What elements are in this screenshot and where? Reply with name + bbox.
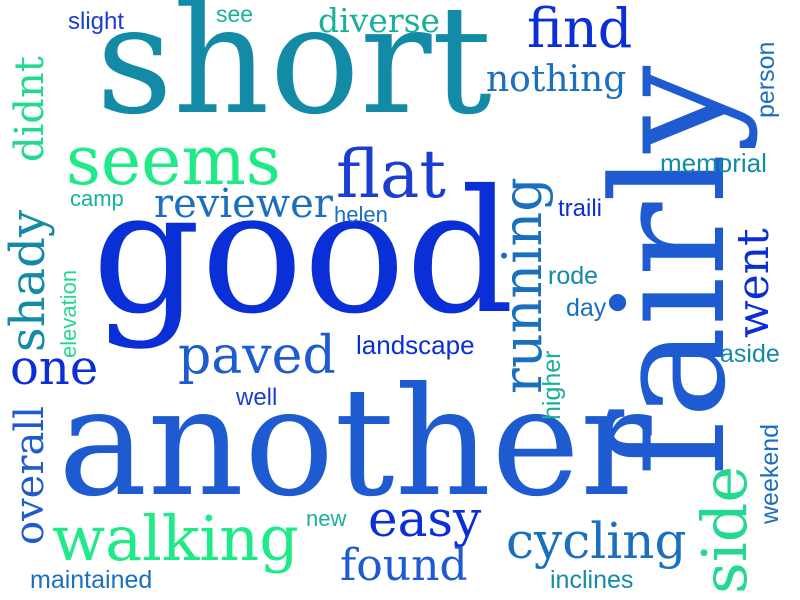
word-overall: overall xyxy=(7,406,53,545)
word-memorial: memorial xyxy=(660,148,767,178)
word-walking: walking xyxy=(52,502,299,575)
word-camp: camp xyxy=(70,186,124,211)
word-well: well xyxy=(236,384,278,411)
word-shady: shady xyxy=(0,209,56,352)
word-aside: aside xyxy=(720,340,780,368)
word-one: one xyxy=(10,340,99,396)
word-diverse: diverse xyxy=(318,1,441,40)
word-inclines: inclines xyxy=(550,566,634,594)
word-person: person xyxy=(752,41,780,118)
word-went: went xyxy=(728,228,779,338)
word-day: day xyxy=(566,294,607,322)
word-found: found xyxy=(340,540,468,591)
word-reviewer: reviewer xyxy=(154,181,333,227)
word-traili: traili xyxy=(558,195,603,222)
word-easy: easy xyxy=(368,490,482,548)
word-rode: rode xyxy=(548,262,599,290)
word-landscape: landscape xyxy=(356,330,475,360)
word-paved: paved xyxy=(178,326,336,386)
word-new: new xyxy=(306,506,347,531)
word-nothing: nothing xyxy=(486,59,627,100)
word-helen: helen xyxy=(334,202,388,227)
word-flat: flat xyxy=(336,136,446,213)
word-didnt: didnt xyxy=(7,56,53,162)
word-another: another xyxy=(58,356,652,530)
word-fairly: fairly xyxy=(579,65,760,476)
word-find: find xyxy=(527,0,633,60)
word-maintained: maintained xyxy=(30,566,153,594)
word-short: short xyxy=(96,0,492,148)
word-see: see xyxy=(216,1,254,27)
word-side: side xyxy=(688,465,761,594)
word-weekend: weekend xyxy=(756,423,784,524)
word-good: good xyxy=(92,154,515,352)
word-slight: slight xyxy=(68,8,125,35)
word-higher: higher xyxy=(538,350,566,421)
word-cycling: cycling xyxy=(506,512,687,570)
word-seems: seems xyxy=(66,122,281,201)
